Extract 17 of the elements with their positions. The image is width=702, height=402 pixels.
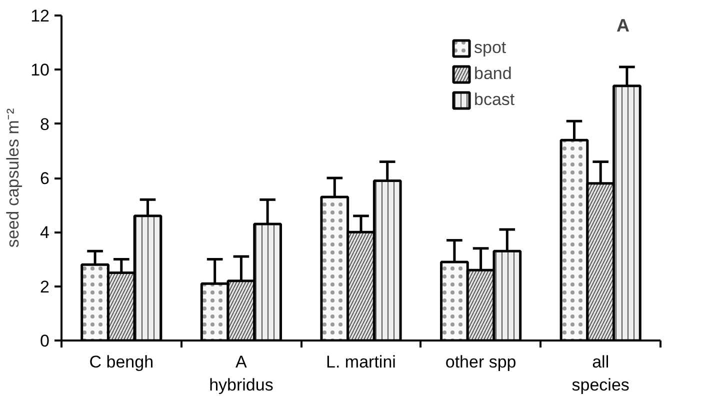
y-tick-label: 10 — [30, 60, 50, 80]
x-tick-label: C bengh — [89, 352, 154, 372]
x-tick-label: other spp — [445, 352, 516, 372]
y-tick-label: 0 — [40, 332, 50, 350]
y-tick-label: 8 — [40, 114, 50, 134]
x-tick-label: all species — [572, 352, 630, 394]
x-tick-label: A hybridus — [209, 352, 274, 394]
y-tick-label: 12 — [30, 6, 50, 26]
legend-label: spot — [474, 38, 506, 58]
annotation: A — [616, 16, 630, 36]
legend-label: bcast — [474, 90, 515, 110]
y-tick-label: 2 — [40, 277, 50, 296]
y-tick-label: 6 — [40, 169, 50, 188]
legend-label: band — [474, 64, 512, 84]
y-axis-title: seed capsules m⁻² — [4, 108, 23, 248]
x-tick-label: L. martini — [326, 352, 396, 372]
y-tick-label: 4 — [40, 223, 50, 242]
